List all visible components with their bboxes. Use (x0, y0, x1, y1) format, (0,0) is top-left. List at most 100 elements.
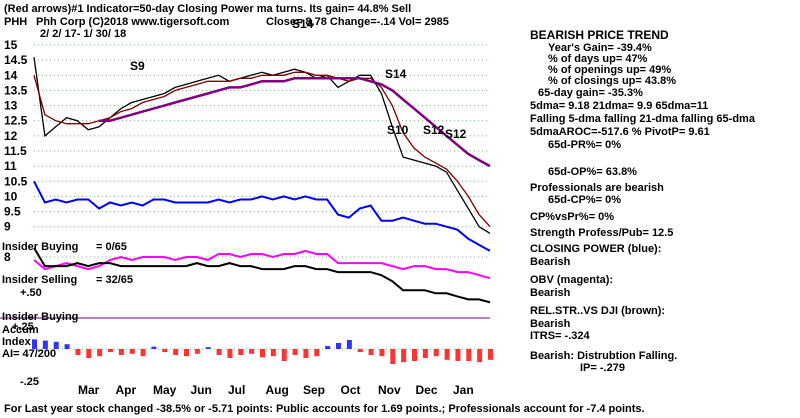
insider-buying-label-bottom: Insider Buying (2, 311, 79, 323)
accum-bar (118, 349, 124, 355)
accum-tick-bottom: -.25 (20, 376, 39, 388)
accum-bar (346, 340, 352, 349)
accum-bar (488, 349, 493, 360)
price-tick-label: 12 (4, 129, 18, 143)
month-label: Nov (378, 383, 401, 397)
obv-status: Beari­sh (530, 287, 571, 299)
accum-bar (86, 349, 92, 358)
accum-bar (281, 349, 287, 361)
accum-bar (455, 349, 461, 361)
accumulation-bars: +.25 -.25 (12, 321, 493, 388)
obv-title: OBV (magenta): (530, 274, 614, 286)
aroc-pivot: 5dmaAROC=-517.6 % PivotP= 9.61 (530, 126, 710, 138)
price-tick-label: 11 (4, 159, 17, 173)
cp-vs-pr: CP%vsPr%= 0% (530, 211, 615, 223)
price-tick-label: 11.5 (4, 144, 27, 158)
pr65: 65d-PR%= 0% (548, 139, 622, 151)
years-gain: Year's Gain= -39.4% (548, 42, 652, 54)
accum-bar (238, 349, 244, 355)
accum-bar (368, 349, 374, 355)
accum-bar (42, 340, 48, 349)
accum-bar (260, 349, 265, 358)
price-tick-label: 9 (4, 220, 11, 234)
accum-bar (32, 339, 37, 349)
insider-buying-ratio: = 0/65 (96, 241, 127, 253)
series-65-dma (99, 77, 491, 168)
month-label: Jun (191, 383, 212, 397)
dma-values: 5dma= 9.18 21dma= 9.9 65dma=11 (530, 100, 709, 112)
cp65: 65d-CP%= 0% (548, 194, 622, 206)
signal-label: S12 (445, 127, 467, 141)
accum-bar (390, 349, 396, 364)
accum-bar (227, 349, 233, 358)
price-tick-label: 8 (4, 250, 11, 264)
accum-bar (216, 349, 222, 355)
signal-labels: S9 S14 S14 S10 S12 S12 (130, 17, 467, 141)
accum-bar (466, 349, 472, 361)
signal-label: S14 (385, 67, 407, 81)
price-tick-label: 14.5 (4, 53, 28, 67)
signal-label: S12 (423, 123, 445, 137)
signal-label: S14 (292, 17, 314, 31)
closing-power-status: Bearish (530, 256, 571, 268)
professionals-status: Professionals are bearish (530, 182, 664, 194)
price-tick-label: 10 (4, 189, 18, 203)
price-tick-label: 15 (4, 38, 18, 52)
month-label: Oct (341, 383, 361, 397)
accum-bar (53, 341, 59, 349)
accum-bar (379, 349, 385, 357)
accum-bar (249, 349, 255, 354)
price-gridlines (34, 44, 490, 258)
price-tick-label: 10.5 (4, 174, 28, 188)
month-label: Mar (78, 383, 100, 397)
accum-bar (108, 349, 113, 352)
accum-bar (422, 349, 428, 358)
accum-bar (314, 349, 320, 357)
pct-closings-up: % of closings up= 43.8% (548, 75, 677, 87)
accum-bar (184, 349, 189, 357)
price-tick-label: 14 (4, 68, 18, 82)
accum-bar (336, 343, 341, 349)
closing-power-title: CLOSING POWER (blue): (530, 243, 662, 255)
accum-bar (303, 349, 309, 358)
day65-gain: 65-day gain= -35.3% (538, 87, 643, 99)
indicator-headline: (Red arrows)#1 Indicator=50-day Closing … (4, 3, 412, 15)
index-label: Index (2, 336, 31, 348)
ticker-symbol: PHH (4, 16, 28, 28)
date-range: 2/ 2/ 17- 1/ 30/ 18 (40, 28, 127, 40)
company-copyright: Phh Corp (C)2018 www.tigersoft.com (36, 16, 230, 28)
price-tick-label: 13.5 (4, 83, 28, 97)
footer-summary: For Last year stock changed -38.5% or -5… (4, 403, 645, 415)
relstr-title: REL.STR..VS DJI (brown): (530, 305, 666, 317)
price-tick-label: 12.5 (4, 114, 28, 128)
accum-bar (477, 349, 483, 363)
accum-tick-top: +.25 (12, 321, 34, 333)
accum-bar (173, 349, 179, 355)
accum-bar (325, 346, 331, 349)
ip-value: IP= -.279 (580, 362, 625, 374)
accum-bar (270, 349, 276, 357)
obv-axis-label: +.50 (20, 287, 42, 299)
series-21-dma (33, 71, 491, 228)
accum-bar (151, 346, 157, 349)
accum-bar (433, 349, 439, 357)
op65: 65d-OP%= 63.8% (548, 166, 637, 178)
strength-ratio: Strength Profess/Pub= 12.5 (530, 227, 674, 239)
accum-bar (444, 349, 450, 360)
price-tick-label: 9.5 (4, 205, 21, 219)
series-closing-power (33, 180, 491, 252)
insider-selling-ratio: = 32/65 (96, 274, 134, 286)
insider-selling-label: Insider Selling (2, 274, 78, 286)
series-lines (33, 57, 491, 304)
accum-label: Accum (2, 324, 39, 336)
accum-bar (194, 349, 200, 354)
quote-line: Close= 8.78 Change=-.14 Vol= 2985 (266, 16, 449, 28)
signal-label: S9 (130, 59, 145, 73)
accum-bar (357, 349, 363, 352)
month-label: Jan (453, 383, 474, 397)
itrs-value: ITRS= -.324 (530, 330, 590, 342)
relstr-status: Bearish (530, 318, 571, 330)
accum-bar (129, 349, 135, 354)
